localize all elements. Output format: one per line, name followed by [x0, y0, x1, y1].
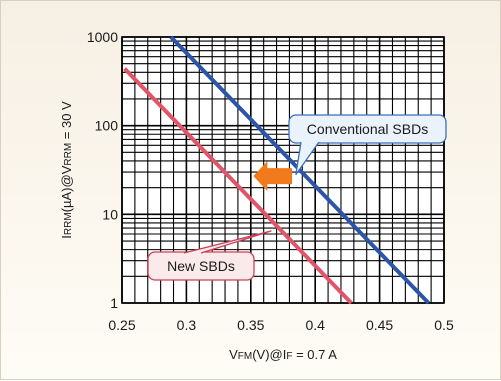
plot-border [121, 36, 445, 304]
callout-new-sbds-text: New SBDs [167, 258, 235, 274]
callouts: Conventional SBDs New SBDs [147, 114, 447, 281]
callout-conventional-sbds-text: Conventional SBDs [307, 121, 428, 137]
y-axis-label: IRRM(µA)@VRRM = 30 V [59, 101, 74, 239]
x-tick-label: 0.35 [237, 317, 264, 333]
x-axis-label: VFM(V)@IF = 0.7 A [229, 347, 337, 362]
improvement-arrow [253, 161, 293, 192]
y-tick-label: 100 [95, 118, 119, 134]
y-tick-label: 10 [102, 206, 118, 222]
arrow-layer [253, 161, 293, 192]
x-tick-label: 0.5 [434, 317, 454, 333]
x-tick-label: 0.3 [177, 317, 197, 333]
x-tick-label: 0.4 [305, 317, 325, 333]
y-tick-label: 1 [110, 295, 118, 311]
tick-labels: 0.25 0.3 0.35 0.4 0.45 0.5 1 10 100 1000 [87, 29, 454, 333]
series-line-new-sbds [123, 67, 353, 305]
x-tick-label: 0.25 [108, 317, 135, 333]
y-tick-label: 1000 [87, 29, 118, 45]
callout-new-sbds: New SBDs [147, 230, 272, 281]
callout-conventional-sbds: Conventional SBDs [288, 114, 447, 176]
x-tick-label: 0.45 [366, 317, 393, 333]
